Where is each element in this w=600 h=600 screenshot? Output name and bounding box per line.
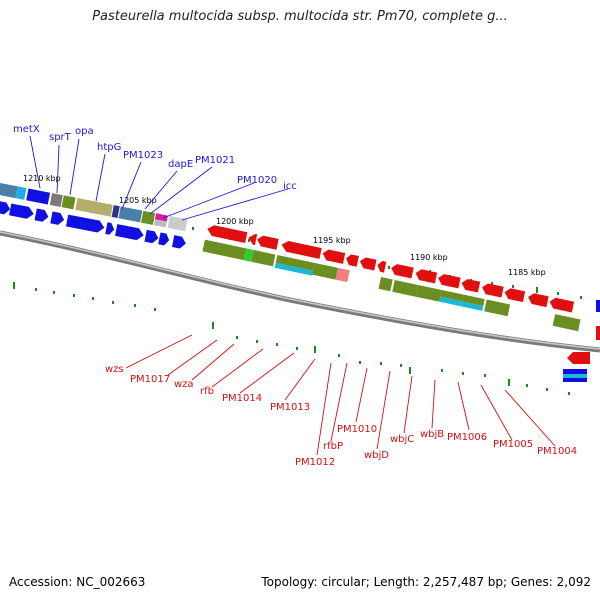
- kbp-label-1195: 1195 kbp: [313, 236, 351, 245]
- kbp-label-1200: 1200 kbp: [216, 217, 254, 226]
- gene-label-PM1021: PM1021: [195, 155, 235, 166]
- gene-label-wza: wza: [174, 379, 194, 390]
- kbp-label-1185: 1185 kbp: [508, 268, 546, 277]
- gene-label-metX: metX: [13, 124, 40, 135]
- gene-label-PM1013: PM1013: [270, 402, 310, 413]
- genome-backbone: [0, 230, 600, 353]
- gene-label-PM1020: PM1020: [237, 175, 277, 186]
- gene-label-rfbP: rfbP: [323, 441, 343, 452]
- footer-topology: Topology: circular; Length: 2,257,487 bp…: [261, 575, 591, 589]
- gene-label-wzs: wzs: [105, 364, 124, 375]
- bottom-label-connectors: [125, 334, 556, 456]
- top-label-connectors: [29, 135, 289, 221]
- gene-label-PM1005: PM1005: [493, 439, 533, 450]
- map-title: Pasteurella multocida subsp. multocida s…: [92, 9, 508, 24]
- gene-label-PM1004: PM1004: [537, 446, 577, 457]
- gene-label-wbjB: wbjB: [420, 429, 444, 440]
- gene-label-wbjC: wbjC: [390, 434, 414, 445]
- gene-label-PM1012: PM1012: [295, 457, 335, 468]
- gene-label-sprT: sprT: [49, 132, 72, 143]
- gene-label-PM1014: PM1014: [222, 393, 262, 404]
- gene-label-PM1010: PM1010: [337, 424, 377, 435]
- gene-label-dapE: dapE: [168, 159, 193, 170]
- kbp-label-1205: 1205 kbp: [119, 196, 157, 205]
- gene-label-htpG: htpG: [97, 142, 121, 153]
- upper-gene-blocks: [0, 182, 188, 249]
- kbp-label-1190: 1190 kbp: [410, 253, 448, 262]
- footer-accession: Accession: NC_002663: [9, 575, 146, 589]
- gene-label-wbjD: wbjD: [364, 450, 389, 461]
- lower-gene-blocks: [202, 225, 600, 382]
- kbp-label-1210: 1210 kbp: [23, 174, 61, 183]
- gene-label-PM1006: PM1006: [447, 432, 487, 443]
- gene-label-rfb: rfb: [200, 386, 214, 397]
- gene-label-PM1017: PM1017: [130, 374, 170, 385]
- tick-marks-lower: [13, 282, 570, 395]
- gene-label-opa: opa: [75, 126, 94, 137]
- gene-label-PM1023: PM1023: [123, 150, 163, 161]
- gene-label-icc: icc: [283, 181, 297, 192]
